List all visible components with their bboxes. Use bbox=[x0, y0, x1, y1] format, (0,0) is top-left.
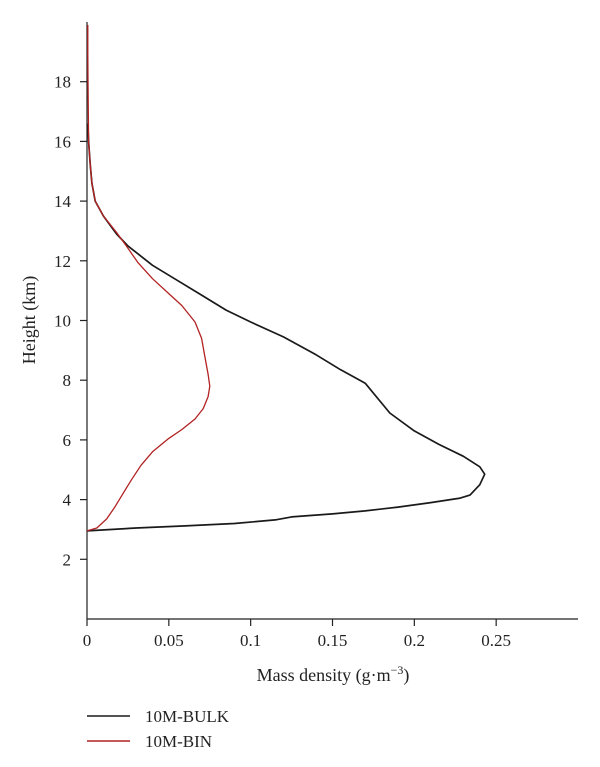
series-line-10m-bin bbox=[86, 25, 211, 532]
legend: 10M-BULK 10M-BIN bbox=[87, 707, 230, 751]
y-tick-label: 6 bbox=[63, 431, 72, 450]
y-tick-label: 14 bbox=[54, 192, 72, 211]
y-tick-label: 10 bbox=[54, 312, 71, 331]
series-line-10m-bulk bbox=[86, 123, 486, 532]
y-tick-label: 2 bbox=[63, 550, 72, 569]
x-axis-label-close: ) bbox=[403, 665, 409, 686]
plot-area: 0 0.05 0.1 0.15 0.2 0.25 2 4 6 8 10 12 14 16 18 bbox=[54, 22, 578, 650]
x-axis-label-exponent: −3 bbox=[391, 663, 404, 677]
x-tick-label: 0 bbox=[83, 631, 92, 650]
y-ticks: 2 4 6 8 10 12 14 16 18 bbox=[54, 73, 87, 569]
legend-item-bulk: 10M-BULK bbox=[87, 707, 230, 726]
y-tick-label: 8 bbox=[63, 371, 72, 390]
x-axis-label-main: Mass density (g·m bbox=[257, 665, 391, 686]
legend-item-bin: 10M-BIN bbox=[87, 732, 212, 751]
legend-label-bin: 10M-BIN bbox=[145, 732, 212, 751]
y-tick-label: 4 bbox=[63, 491, 72, 510]
x-tick-label: 0.1 bbox=[240, 631, 261, 650]
x-tick-label: 0.2 bbox=[404, 631, 425, 650]
legend-label-bulk: 10M-BULK bbox=[145, 707, 230, 726]
y-tick-label: 18 bbox=[54, 73, 71, 92]
y-tick-label: 12 bbox=[54, 252, 71, 271]
x-tick-label: 0.15 bbox=[318, 631, 348, 650]
x-ticks: 0 0.05 0.1 0.15 0.2 0.25 bbox=[83, 619, 511, 650]
x-tick-label: 0.25 bbox=[481, 631, 511, 650]
x-tick-label: 0.05 bbox=[154, 631, 184, 650]
series-lines bbox=[86, 25, 486, 532]
y-axis-label: Height (km) bbox=[19, 276, 40, 364]
x-axis-label: Mass density (g·m−3) bbox=[257, 663, 410, 686]
y-tick-label: 16 bbox=[54, 132, 71, 151]
